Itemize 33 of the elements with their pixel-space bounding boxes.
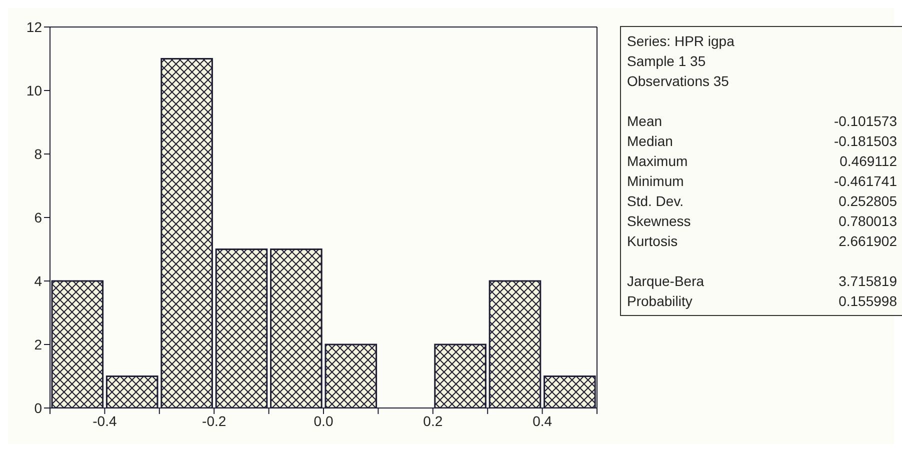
- category-label: Skewness: [627, 212, 691, 231]
- y-tick-label: 8: [34, 146, 42, 162]
- x-tick-label: 0.0: [314, 412, 334, 429]
- y-tick-label: 10: [26, 82, 42, 98]
- data-label: 2.661902: [838, 232, 897, 251]
- data-label: -0.461741: [834, 172, 897, 191]
- category-label: Std. Dev.: [627, 192, 684, 211]
- y-tick-label: 4: [34, 272, 42, 289]
- category-label: Probability: [627, 292, 692, 311]
- data-label: 0.252805: [838, 192, 897, 211]
- category-label: Kurtosis: [627, 232, 678, 251]
- x-tick-label: -0.2: [202, 412, 226, 429]
- category-label: Minimum: [627, 172, 684, 191]
- data-label: -0.101573: [834, 112, 897, 131]
- data-label: 3.715819: [838, 272, 897, 291]
- category-label: Median: [627, 132, 673, 151]
- text: Series: HPR igpa: [627, 32, 736, 51]
- category-label: Jarque-Bera: [627, 272, 704, 291]
- category-label: Mean: [627, 112, 662, 131]
- text: Observations 35: [627, 72, 730, 91]
- x-tick-label: 0.2: [423, 412, 443, 429]
- y-tick-label: 0: [34, 400, 42, 416]
- data-label: 0.155998: [838, 292, 897, 311]
- y-tick-label: 2: [34, 336, 42, 352]
- x-tick-label: -0.4: [92, 412, 117, 429]
- data-label: -0.181503: [834, 132, 897, 151]
- data-label: 0.469112: [840, 152, 897, 171]
- text: Sample 1 35: [627, 52, 707, 71]
- y-tick-label: 12: [26, 18, 42, 35]
- x-tick-label: 0.4: [532, 412, 552, 429]
- category-label: Maximum: [627, 152, 688, 171]
- data-label: 0.780013: [838, 212, 897, 231]
- y-tick-label: 6: [34, 209, 42, 226]
